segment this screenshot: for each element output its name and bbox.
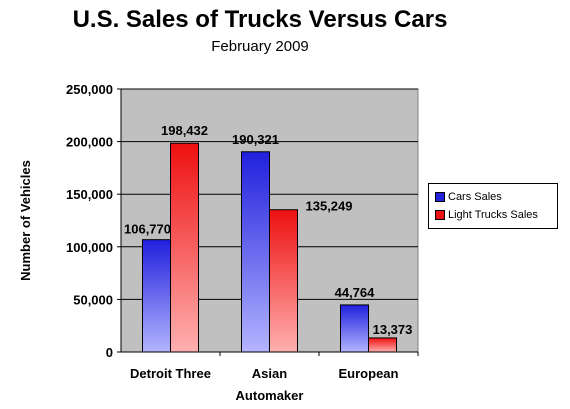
bar	[142, 239, 171, 353]
y-tick-label: 100,000	[66, 240, 113, 255]
bar	[340, 304, 369, 353]
data-label: 13,373	[373, 322, 413, 337]
bar	[170, 142, 199, 353]
bar	[368, 337, 397, 353]
x-tick-label: European	[339, 366, 399, 381]
x-tick-label: Asian	[252, 366, 287, 381]
bar	[269, 209, 298, 353]
data-label: 106,770	[124, 222, 171, 237]
legend-swatch-cars	[435, 192, 445, 202]
data-label: 135,249	[306, 199, 353, 214]
legend-label-trucks: Light Trucks Sales	[448, 209, 538, 221]
y-tick-label: 200,000	[66, 135, 113, 150]
y-tick-label: 150,000	[66, 187, 113, 202]
legend-item-trucks: Light Trucks Sales	[435, 206, 551, 224]
y-tick-label: 50,000	[73, 292, 113, 307]
y-axis-title: Number of Vehicles	[18, 160, 33, 281]
data-label: 44,764	[335, 285, 376, 300]
x-tick-label: Detroit Three	[130, 366, 211, 381]
chart-subtitle: February 2009	[211, 38, 309, 55]
x-axis-title: Automaker	[236, 388, 304, 403]
legend-label-cars: Cars Sales	[448, 191, 502, 203]
bar	[241, 151, 270, 353]
legend-item-cars: Cars Sales	[435, 188, 551, 206]
data-label: 198,432	[161, 123, 208, 138]
chart-title: U.S. Sales of Trucks Versus Cars	[72, 6, 448, 33]
y-tick-label: 0	[106, 345, 113, 360]
legend: Cars Sales Light Trucks Sales	[428, 183, 558, 229]
data-label: 190,321	[232, 132, 279, 147]
y-tick-label: 250,000	[66, 82, 113, 97]
legend-swatch-trucks	[435, 210, 445, 220]
